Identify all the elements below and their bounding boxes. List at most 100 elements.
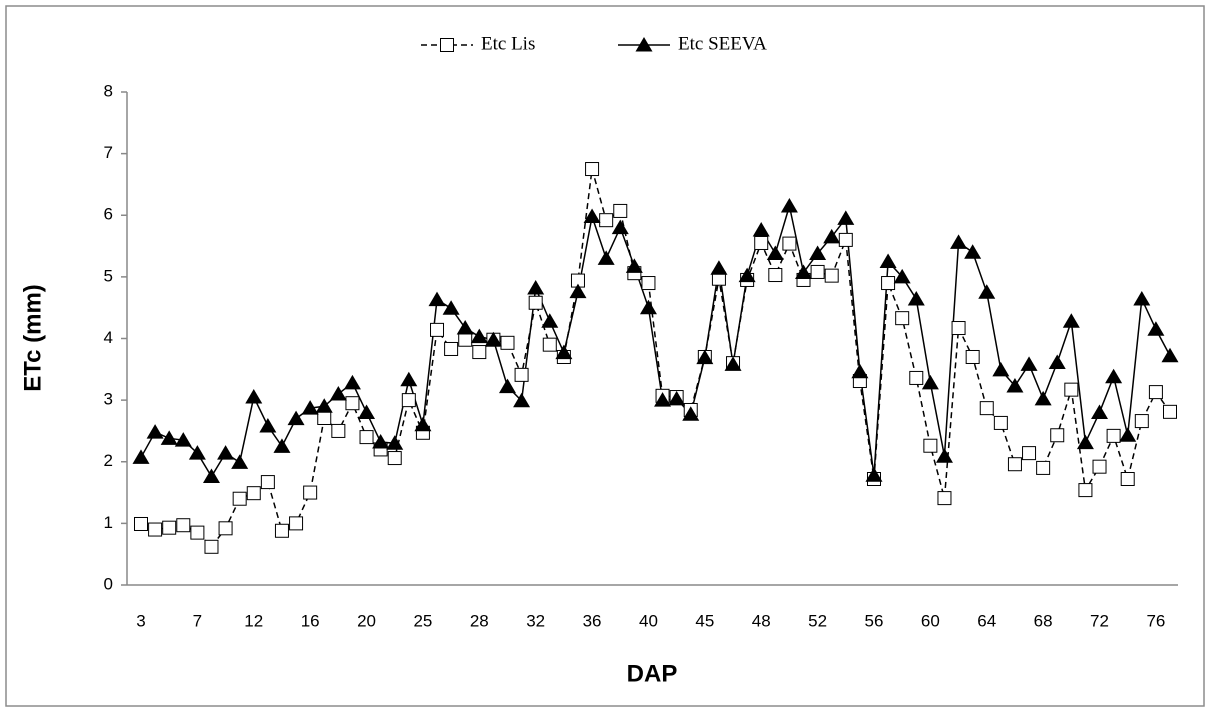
data-point	[979, 401, 994, 416]
data-point	[331, 423, 346, 438]
data-point	[528, 295, 543, 310]
data-point	[260, 475, 275, 490]
x-tick-label: 7	[193, 611, 202, 630]
data-point	[599, 213, 614, 228]
data-point	[202, 468, 220, 484]
data-point	[134, 516, 148, 531]
data-point	[428, 291, 446, 307]
y-axis-title: ETc (mm)	[19, 284, 46, 392]
data-point	[218, 521, 233, 536]
data-point	[259, 418, 277, 433]
data-point	[993, 415, 1008, 430]
data-point	[1064, 382, 1079, 397]
data-point	[513, 392, 531, 408]
data-point	[231, 454, 249, 469]
x-tick-label: 52	[808, 611, 827, 630]
legend-marker	[440, 38, 454, 52]
data-point	[541, 313, 559, 328]
data-point	[148, 522, 163, 537]
data-point	[935, 448, 953, 463]
data-point	[1062, 313, 1080, 328]
data-point	[1091, 404, 1109, 419]
data-point	[951, 321, 966, 336]
data-point	[132, 449, 150, 464]
data-point	[273, 438, 291, 453]
data-point	[246, 486, 261, 501]
x-tick-label: 76	[1146, 611, 1165, 630]
data-point	[1133, 291, 1151, 306]
data-point	[317, 410, 332, 425]
data-point	[315, 398, 333, 413]
data-point	[1076, 434, 1094, 450]
data-point	[303, 485, 318, 500]
data-point	[401, 393, 416, 408]
data-point	[162, 520, 177, 535]
x-tick-label: 64	[977, 611, 996, 630]
x-tick-label: 3	[136, 611, 145, 630]
data-point	[514, 367, 529, 382]
x-tick-label: 32	[526, 611, 545, 630]
data-point	[964, 244, 982, 259]
y-tick-label: 4	[104, 328, 113, 347]
data-point	[639, 299, 657, 315]
data-point	[287, 410, 305, 426]
data-point	[823, 228, 841, 244]
y-tick-label: 5	[104, 266, 113, 285]
data-point	[1007, 457, 1022, 472]
data-point	[992, 361, 1010, 377]
data-point	[414, 416, 432, 432]
data-point	[696, 349, 714, 365]
data-point	[585, 162, 600, 177]
data-point	[1006, 377, 1024, 393]
data-point	[879, 253, 897, 268]
data-point	[965, 349, 980, 364]
data-point	[442, 300, 460, 315]
data-point	[343, 374, 361, 390]
data-point	[217, 445, 235, 460]
data-point	[641, 276, 656, 291]
data-point	[542, 337, 557, 352]
y-tick-label: 6	[104, 205, 113, 224]
x-tick-label: 20	[357, 611, 376, 630]
x-tick-label: 12	[244, 611, 263, 630]
data-point	[400, 371, 418, 387]
data-point	[176, 518, 191, 533]
data-point	[500, 335, 515, 350]
data-point	[146, 424, 164, 439]
data-point	[937, 491, 952, 506]
x-tick-label: 68	[1034, 611, 1053, 630]
x-tick-label: 56	[865, 611, 884, 630]
data-point	[851, 363, 869, 379]
data-point	[204, 539, 219, 554]
data-point	[1106, 428, 1121, 443]
data-point	[1161, 347, 1179, 363]
data-point	[1048, 354, 1066, 370]
data-point	[569, 283, 587, 299]
data-point	[1050, 428, 1065, 443]
data-point	[345, 396, 360, 411]
data-point	[766, 245, 784, 260]
data-point	[372, 434, 390, 449]
data-point	[245, 389, 263, 404]
data-point	[909, 370, 924, 385]
x-tick-label: 45	[695, 611, 714, 630]
chart-border	[5, 5, 1205, 707]
data-point	[613, 203, 628, 218]
x-tick-label: 16	[301, 611, 320, 630]
data-point	[837, 210, 855, 225]
data-point	[329, 385, 347, 401]
data-point	[1092, 459, 1107, 474]
y-tick-label: 2	[104, 451, 113, 470]
data-point	[456, 320, 474, 335]
data-point	[1078, 483, 1093, 498]
data-point	[1120, 472, 1135, 487]
data-point	[498, 378, 516, 394]
x-tick-label: 36	[583, 611, 602, 630]
data-point	[654, 392, 672, 407]
data-point	[881, 276, 896, 291]
data-point	[865, 467, 883, 482]
y-tick-label: 7	[104, 143, 113, 162]
data-point	[1147, 321, 1165, 336]
data-point	[754, 235, 769, 250]
data-point	[780, 198, 798, 213]
